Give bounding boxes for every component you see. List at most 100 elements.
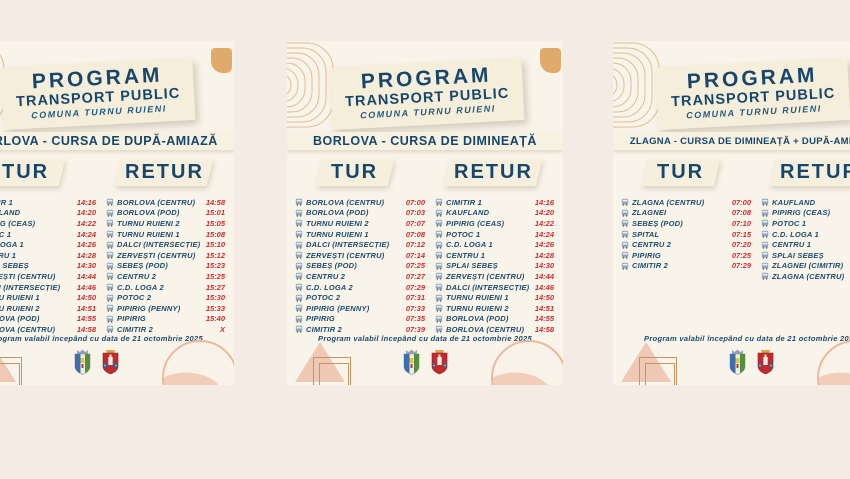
stop-name: KAUFLAND <box>772 197 816 207</box>
schedule-row: CENTRU 1 14:28 <box>435 250 554 261</box>
route-banner: ZLAGNA - CURSA DE DIMINEAȚĂ + DUPĂ-AMIAZ… <box>613 132 850 150</box>
schedule-row: DALCI (INTERSECȚIE) 07:12 <box>295 239 425 250</box>
schedule-row: KAUFLAND 14:20 <box>0 208 96 219</box>
schedule-row: ZLAGNEI (CIMITIR) 14:37 <box>761 261 850 272</box>
validity-note: Program valabil începând cu data de 21 o… <box>644 334 850 343</box>
retur-schedule-list: KAUFLAND 14:25 PIPIRIG (CEAS) 14:27 POTO… <box>761 197 850 282</box>
schedule-row: PIPIRIG (CEAS) 14:22 <box>0 218 96 229</box>
bus-icon <box>761 252 769 259</box>
tur-schedule-list: CIMITIR 1 14:16 KAUFLAND 14:20 PIPIRIG (… <box>0 197 96 335</box>
stop-name: ZLAGNA (CENTRU) <box>632 197 705 207</box>
schedule-row: TURNU RUIENI 2 07:07 <box>295 218 425 229</box>
stop-name: SEBEȘ (POD) <box>632 218 683 228</box>
square-outline-decoration <box>319 363 349 385</box>
stop-time: 07:08 <box>731 208 751 218</box>
schedule-row: ZLAGNA (CENTRU) 07:00 <box>621 197 751 208</box>
schedule-row: KAUFLAND 14:25 <box>761 197 850 208</box>
bus-icon <box>295 252 303 259</box>
tur-header: TUR <box>641 159 721 186</box>
dome-fill-shape <box>493 367 557 385</box>
stop-name: TURNU RUIENI 1 <box>117 229 180 239</box>
tur-header-label: TUR <box>2 161 50 183</box>
schedule-row: TURNU RUIENI 2 15:05 <box>106 218 225 229</box>
schedule-row: PIPIRIG 07:25 <box>621 250 751 261</box>
stop-time: 15:10 <box>205 240 225 250</box>
schedule-row: SPLAI SEBEȘ 14:35 <box>761 250 850 261</box>
bus-icon <box>435 199 443 206</box>
bus-icon <box>435 209 443 217</box>
stop-name: ZERVEȘTI (CENTRU) <box>446 271 525 281</box>
stop-name: C.D. LOGA 1 <box>772 229 819 239</box>
schedule-row: CENTRU 2 07:27 <box>295 271 425 282</box>
dome-fill-shape <box>164 367 228 385</box>
stop-time: 07:27 <box>405 271 425 281</box>
schedule-row: TURNU RUIENI 2 14:51 <box>0 303 96 314</box>
stop-name: BORLOVA (POD) <box>117 208 180 218</box>
tur-header: TUR <box>315 159 395 186</box>
retur-header-label: RETUR <box>124 161 204 183</box>
bus-icon <box>761 241 769 249</box>
schedule-row: SEBEȘ (POD) 07:25 <box>295 261 425 272</box>
stop-name: DALCI (INTERSECȚIE) <box>306 240 390 250</box>
schedule-row: ZERVEȘTI (CENTRU) 14:44 <box>0 271 96 282</box>
bus-icon <box>621 230 629 238</box>
retur-header-label: RETUR <box>779 161 850 183</box>
schedule-row: BORLOVA (POD) 14:55 <box>0 314 96 325</box>
bus-icon <box>295 220 303 228</box>
stop-time: 07:03 <box>405 208 425 218</box>
schedule-row: KAUFLAND 14:20 <box>435 208 554 219</box>
bus-icon <box>106 199 114 206</box>
bus-icon <box>435 315 443 323</box>
bus-icon <box>106 273 114 281</box>
stop-name: BORLOVA (CENTRU) <box>0 324 56 334</box>
bus-icon <box>761 262 769 270</box>
stop-name: TURNU RUIENI 2 <box>306 218 369 228</box>
stop-time: 07:12 <box>405 240 425 250</box>
bus-icon <box>295 305 303 312</box>
schedule-row: ZERVEȘTI (CENTRU) 15:12 <box>106 250 225 261</box>
stop-time: 07:29 <box>731 261 751 271</box>
schedule-row: PIPIRIG (PENNY) 07:33 <box>295 303 425 314</box>
bus-icon <box>106 262 114 270</box>
stop-name: CIMITIR 2 <box>117 324 153 334</box>
schedule-row: C.D. LOGA 1 14:31 <box>761 229 850 240</box>
stop-time: 14:55 <box>76 314 96 324</box>
schedule-row: CENTRU 2 07:20 <box>621 239 751 250</box>
stop-name: C.D. LOGA 1 <box>446 240 493 250</box>
bus-icon <box>435 305 443 312</box>
stop-time: 14:58 <box>534 324 554 334</box>
stop-time: 15:27 <box>205 282 225 292</box>
triangle-decoration <box>0 342 16 382</box>
stop-name: SPLAI SEBEȘ <box>0 261 29 271</box>
bus-icon <box>435 241 443 249</box>
bus-icon <box>435 294 443 302</box>
schedule-row: PIPIRIG (CEAS) 14:27 <box>761 208 850 219</box>
bus-icon <box>761 220 769 228</box>
stop-name: DALCI (INTERSECȚIE) <box>0 282 61 292</box>
stop-name: KAUFLAND <box>0 208 21 218</box>
stop-time: 14:20 <box>76 208 96 218</box>
schedule-row: BORLOVA (POD) 15:01 <box>106 208 225 219</box>
dome-circle-decoration <box>162 340 234 385</box>
square-outline-decoration <box>639 357 677 385</box>
bus-icon <box>106 252 114 259</box>
schedule-row: CENTRU 2 15:25 <box>106 271 225 282</box>
tur-header-label: TUR <box>331 161 379 183</box>
schedule-row: BORLOVA (CENTRU) 14:58 <box>435 324 554 335</box>
coats-of-arms <box>287 349 563 375</box>
bus-icon <box>106 315 114 323</box>
stop-name: CIMITIR 1 <box>446 197 482 207</box>
stop-time: 14:22 <box>534 218 554 228</box>
stop-name: TURNU RUIENI 1 <box>306 229 369 239</box>
bus-icon <box>295 326 303 334</box>
stop-time: 07:33 <box>405 303 425 313</box>
bus-icon <box>621 199 629 206</box>
stop-name: POTOC 1 <box>446 229 481 239</box>
stop-name: SPITAL <box>632 229 660 239</box>
stop-time: 07:10 <box>731 218 751 228</box>
bus-icon <box>761 273 769 281</box>
schedule-row: CIMITIR 2 07:29 <box>621 261 751 272</box>
route-banner: BORLOVA - CURSA DE DUPĂ-AMIAZĂ <box>0 132 234 150</box>
poster-borlova-afternoon: PROGRAM TRANSPORT PUBLIC COMUNA TURNU RU… <box>0 41 234 385</box>
